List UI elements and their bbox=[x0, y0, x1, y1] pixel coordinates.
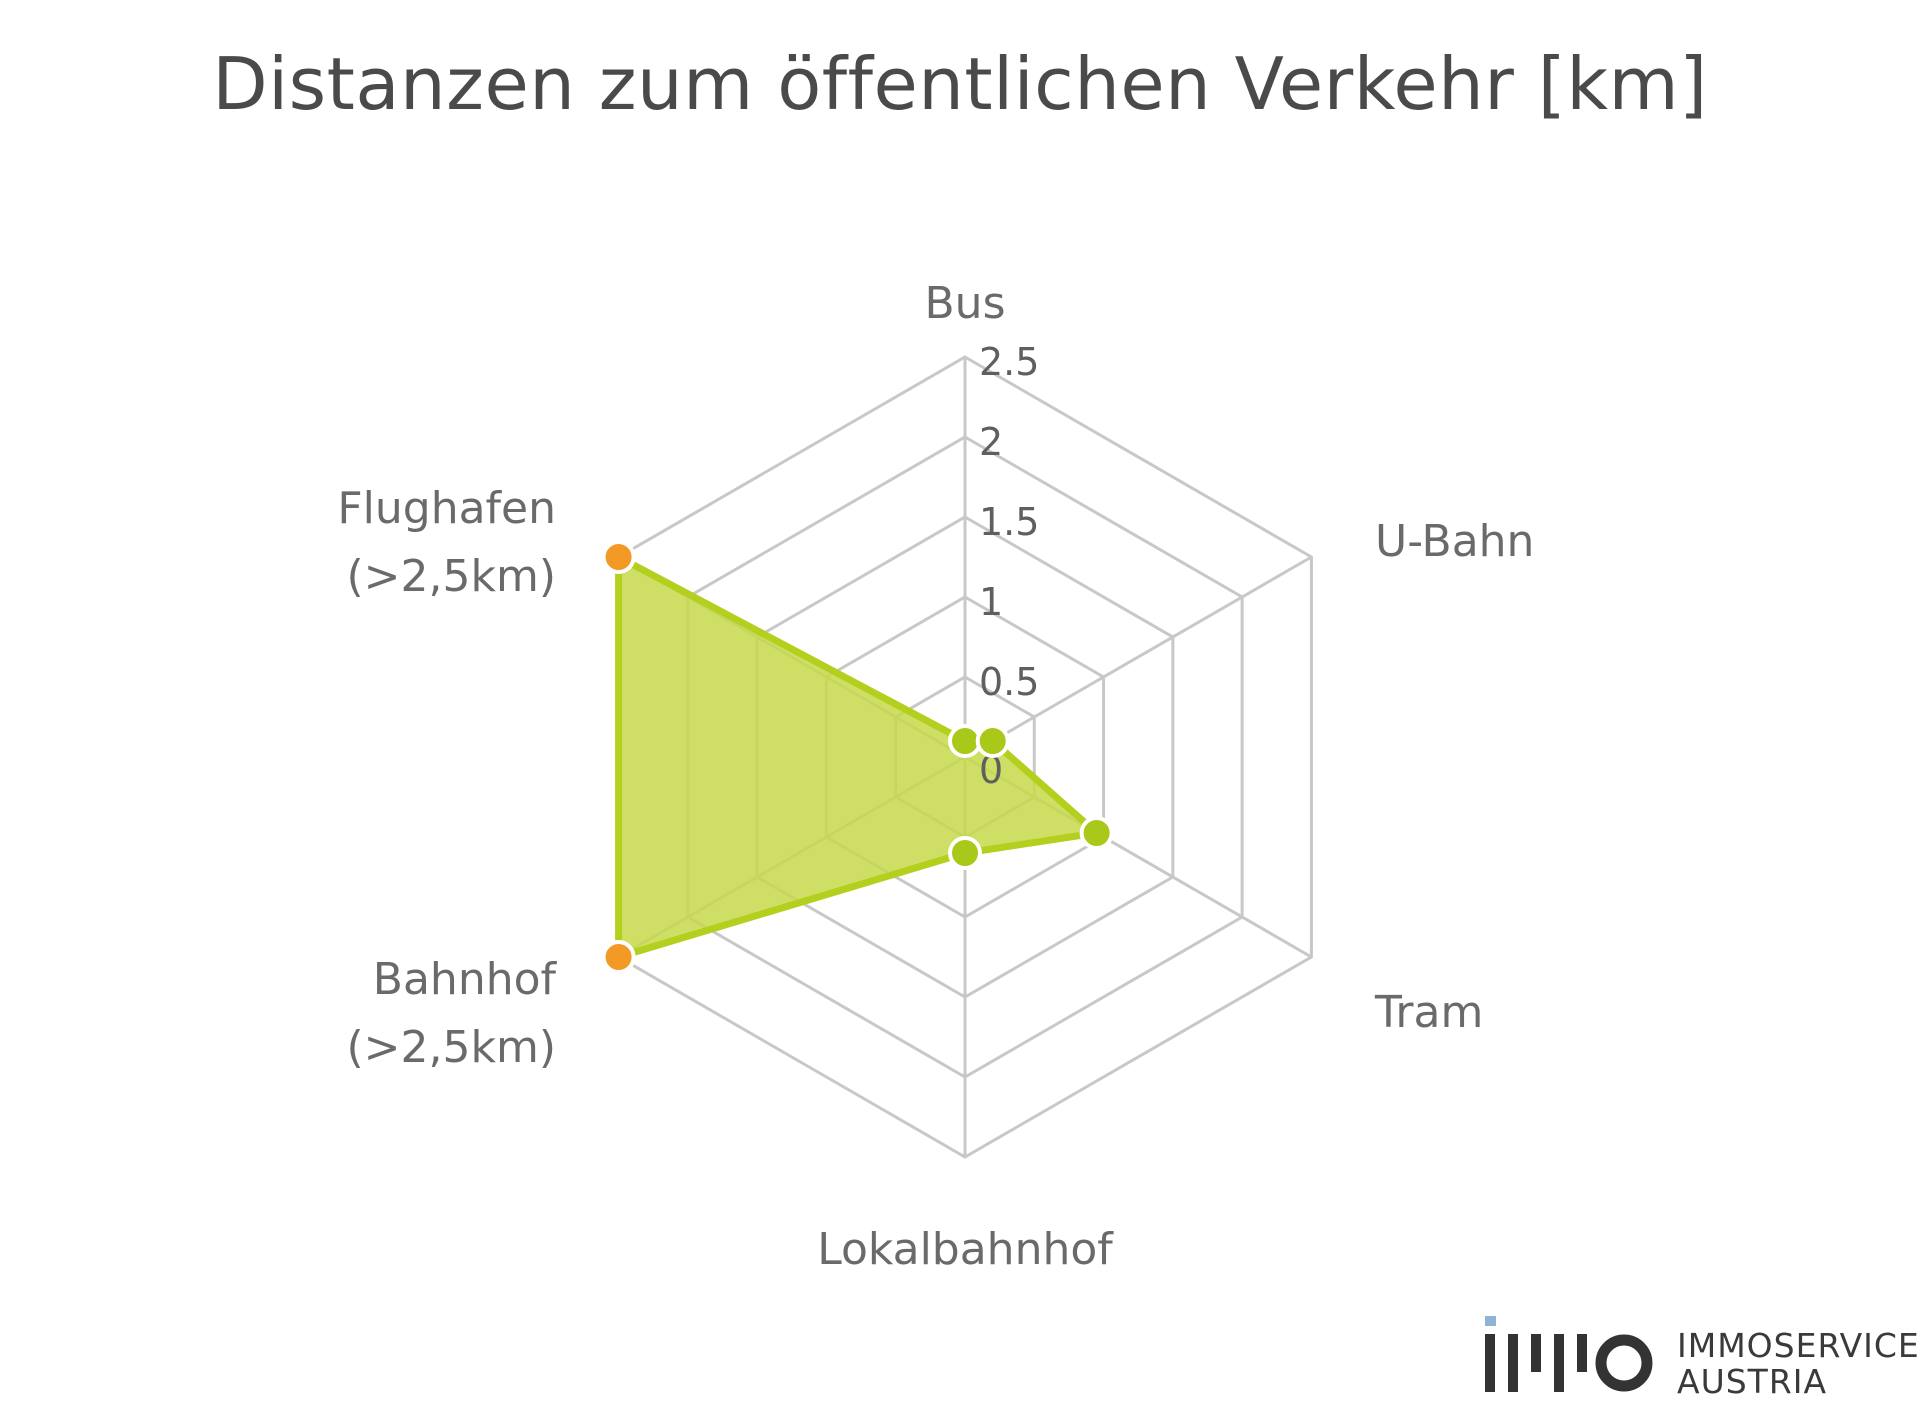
category-labels: Bus U-Bahn Tram Lokalbahnhof Bahnhof (>2,5km)… bbox=[337, 278, 1534, 1275]
category-label-4: Bahnhof (>2,5km) bbox=[346, 954, 557, 1073]
logo-line-2: AUSTRIA bbox=[1677, 1362, 1828, 1401]
category-label-1: U-Bahn bbox=[1375, 516, 1534, 567]
logo-wordmark: IMMOSERVICE AUSTRIA bbox=[1677, 1328, 1920, 1400]
data-point-3 bbox=[948, 836, 982, 870]
tick-label-4: 2 bbox=[979, 420, 1003, 464]
data-point-2 bbox=[1079, 816, 1114, 850]
series-area bbox=[615, 553, 1101, 961]
data-point-5 bbox=[601, 540, 636, 574]
category-label-3: Lokalbahnhof bbox=[817, 1224, 1114, 1275]
logo-line-1: IMMOSERVICE bbox=[1677, 1326, 1920, 1365]
category-label-5: Flughafen (>2,5km) bbox=[337, 483, 556, 602]
data-point-1 bbox=[975, 724, 1010, 758]
immoservice-logo bbox=[1485, 1316, 1653, 1392]
tick-label-1: 0.5 bbox=[979, 660, 1039, 704]
tick-label-2: 1 bbox=[979, 580, 1003, 624]
category-label-0: Bus bbox=[925, 278, 1006, 329]
category-label-2: Tram bbox=[1374, 987, 1483, 1038]
data-markers bbox=[601, 540, 1114, 974]
tick-label-3: 1.5 bbox=[979, 500, 1039, 544]
chart-title: Distanzen zum öffentlichen Verkehr [km] bbox=[212, 42, 1708, 126]
tick-label-5: 2.5 bbox=[979, 340, 1039, 384]
spoke-1 bbox=[964, 555, 1313, 759]
radial-tick-labels: 00.511.522.5 bbox=[979, 340, 1039, 792]
data-area bbox=[615, 553, 1101, 961]
data-point-0 bbox=[948, 724, 982, 758]
data-point-4 bbox=[601, 940, 636, 974]
